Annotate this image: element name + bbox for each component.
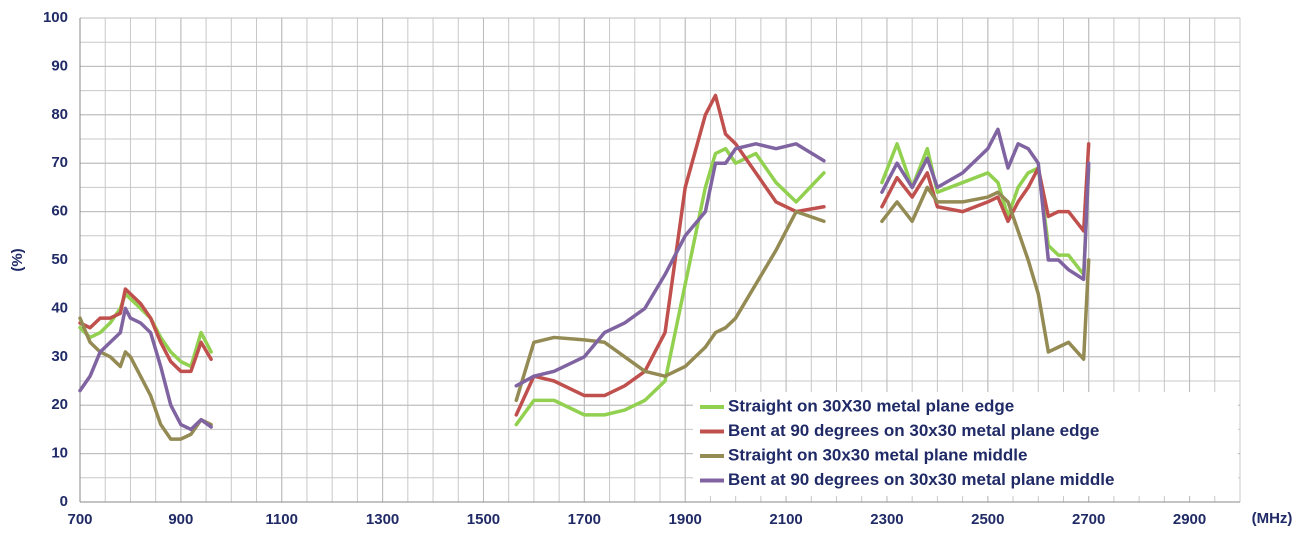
x-tick-label: 2700 — [1072, 511, 1105, 528]
y-tick-label: 40 — [51, 299, 68, 316]
series-line — [78, 93, 1091, 417]
legend-label: Straight on 30x30 metal plane middle — [728, 445, 1027, 464]
legend-label: Bent at 90 degrees on 30x30 metal plane … — [728, 421, 1099, 440]
series-line — [78, 142, 1091, 427]
x-tick-label: 2900 — [1173, 511, 1206, 528]
series-line — [78, 185, 1091, 441]
legend-label: Straight on 30X30 metal plane edge — [728, 396, 1014, 415]
x-tick-label: 1300 — [366, 511, 399, 528]
y-tick-label: 70 — [51, 154, 68, 171]
y-tick-label: 90 — [51, 57, 68, 74]
y-tick-label: 100 — [43, 9, 68, 26]
x-tick-label: 1500 — [467, 511, 500, 528]
x-tick-label: 1100 — [265, 511, 298, 528]
y-axis-label: (%) — [9, 248, 26, 271]
x-tick-label: 1900 — [669, 511, 702, 528]
x-tick-label: 900 — [168, 511, 193, 528]
y-tick-label: 80 — [51, 106, 68, 123]
x-tick-label: 2300 — [870, 511, 903, 528]
y-tick-label: 20 — [51, 396, 68, 413]
y-tick-label: 0 — [60, 493, 68, 510]
series-line — [78, 127, 1091, 432]
y-tick-label: 50 — [51, 251, 68, 268]
y-tick-label: 30 — [51, 348, 68, 365]
y-tick-label: 10 — [51, 445, 68, 462]
y-tick-label: 60 — [51, 203, 68, 220]
x-tick-label: 700 — [67, 511, 92, 528]
legend-box — [693, 392, 1238, 496]
legend-label: Bent at 90 degrees on 30x30 metal plane … — [728, 470, 1114, 489]
x-tick-label: 2500 — [971, 511, 1004, 528]
x-tick-label: 2100 — [769, 511, 802, 528]
legend: Straight on 30X30 metal plane edge Bent a… — [693, 392, 1238, 496]
x-tick-label: 1700 — [568, 511, 601, 528]
x-unit-label: (MHz) — [1252, 510, 1293, 527]
